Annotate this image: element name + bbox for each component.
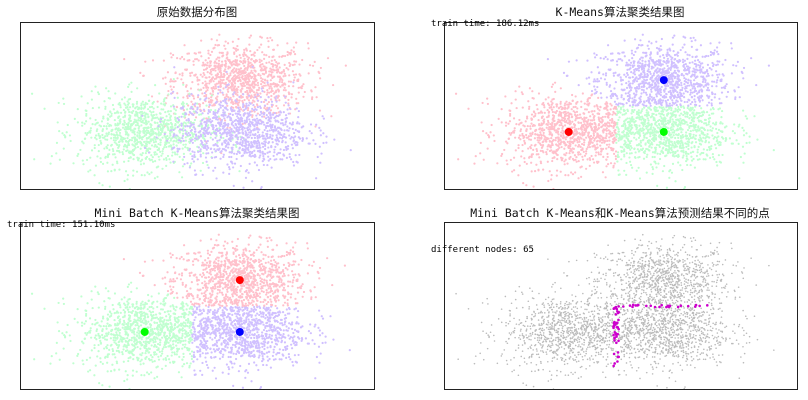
different-node [631, 305, 634, 309]
different-node [634, 304, 638, 307]
different-node [614, 333, 618, 337]
chart-title-minibatch: Mini Batch K-Means算法聚类结果图 [94, 206, 300, 220]
different-node [616, 310, 619, 313]
different-node [668, 304, 672, 308]
different-node [615, 307, 619, 311]
different-node [705, 304, 709, 307]
different-node [665, 305, 668, 309]
chart-title-original: 原始数据分布图 [156, 5, 238, 19]
different-node [676, 305, 680, 309]
different-node [698, 304, 701, 308]
different-node [612, 352, 616, 356]
different-node [613, 336, 616, 340]
different-node [613, 339, 616, 342]
plot-difference [444, 222, 798, 390]
different-node [613, 306, 616, 310]
different-node [616, 360, 619, 363]
different-node [614, 313, 618, 316]
different-node [612, 325, 615, 328]
different-node [660, 303, 663, 307]
plot-kmeans [444, 22, 798, 190]
different-nodes-count: different nodes: 65 [431, 245, 534, 255]
different-node [649, 304, 653, 308]
different-node [616, 355, 620, 359]
different-node [637, 303, 640, 307]
centroid-marker [659, 127, 668, 136]
scatter-minibatch [30, 233, 351, 389]
scatter-kmeans [454, 33, 775, 189]
different-node [679, 304, 683, 308]
scatter-difference [455, 233, 775, 389]
different-node [613, 362, 616, 365]
different-node [653, 305, 657, 309]
different-node [628, 304, 632, 307]
different-node [645, 304, 648, 308]
different-node [612, 364, 615, 368]
centroid-marker [564, 127, 573, 136]
different-node [686, 304, 690, 308]
minibatch-train-time: train time: 151.10ms [7, 220, 116, 230]
kmeans-train-time: train time: 186.12ms [431, 19, 540, 29]
different-node [616, 325, 619, 329]
different-node [612, 333, 615, 337]
different-node [694, 303, 698, 307]
centroid-marker [140, 327, 149, 336]
centroid-marker [235, 327, 244, 336]
different-node [631, 303, 635, 307]
chart-title-kmeans: K-Means算法聚类结果图 [555, 5, 685, 19]
different-node [617, 318, 620, 322]
different-node [617, 339, 620, 343]
plot-minibatch [20, 222, 375, 390]
scatter-original [30, 33, 352, 189]
different-node [615, 341, 618, 345]
centroid-marker [659, 76, 668, 85]
different-node [614, 323, 617, 326]
plot-original-data [20, 22, 375, 190]
different-node [622, 305, 625, 308]
chart-title-diff: Mini Batch K-Means和K-Means算法预测结果不同的点 [470, 206, 770, 220]
different-node [616, 351, 620, 354]
different-node [658, 305, 661, 309]
centroid-marker [235, 276, 244, 285]
different-node [617, 305, 620, 308]
different-node [617, 327, 620, 331]
